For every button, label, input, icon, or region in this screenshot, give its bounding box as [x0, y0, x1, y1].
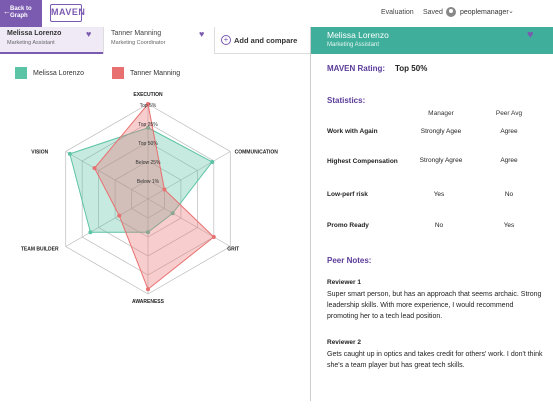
- radar-point: [210, 159, 215, 164]
- radar-level-label: Top 5%: [140, 103, 157, 109]
- stat-peer-value: No: [504, 191, 514, 198]
- radar-point: [162, 187, 167, 192]
- heart-icon[interactable]: ♥: [199, 29, 205, 39]
- reviewer-name: Reviewer 2: [327, 339, 361, 346]
- radar-point: [146, 230, 150, 235]
- radar-point: [211, 235, 216, 239]
- radar-point: [88, 230, 93, 235]
- stat-row-label: Highest Compensation: [327, 158, 398, 165]
- radar-point: [92, 166, 97, 171]
- radar-spoke: [65, 198, 149, 247]
- legend-label-tanner: Tanner Manning: [130, 70, 181, 77]
- radar-spoke: [147, 151, 231, 200]
- compare-person-role: Marketing Coordinator: [111, 40, 166, 46]
- add-and-compare-button[interactable]: Add and compare: [234, 36, 298, 45]
- stat-manager-value: No: [434, 222, 444, 229]
- reviewer-name: Reviewer 1: [327, 279, 361, 286]
- compare-person-name: Tanner Manning: [111, 30, 162, 37]
- profile-role: Marketing Assistant: [327, 42, 380, 48]
- stat-manager-value: Strongly Agee: [420, 128, 462, 135]
- add-circle-icon[interactable]: +: [221, 35, 231, 45]
- stat-manager-value: Strongly Agree: [419, 157, 463, 164]
- heart-icon[interactable]: ♥: [86, 29, 92, 39]
- nav-saved[interactable]: Saved: [423, 9, 443, 16]
- column-header-peer-avg: Peer Avg: [495, 110, 523, 117]
- compare-bar: Melissa Lorenzo Marketing Assistant ♥ Ta…: [0, 27, 310, 54]
- stat-peer-value: Agree: [500, 157, 518, 164]
- radar-point: [67, 151, 72, 156]
- compare-tab-person-2[interactable]: Tanner Manning Marketing Coordinator ♥: [103, 27, 215, 54]
- radar-axis-label: COMMUNICATION: [235, 150, 279, 156]
- radar-level-label: Top 50%: [138, 141, 158, 147]
- radar-axis-label: VISION: [31, 150, 48, 156]
- radar-axis-label: EXECUTION: [133, 92, 163, 98]
- legend-label-melissa: Melissa Lorenzo: [33, 70, 84, 77]
- legend-swatch-melissa: [15, 67, 27, 79]
- radar-series-layer: [67, 102, 216, 292]
- radar-point: [170, 211, 175, 216]
- compare-person-name: Melissa Lorenzo: [7, 30, 62, 37]
- compare-tab-person-1[interactable]: Melissa Lorenzo Marketing Assistant ♥: [0, 27, 103, 54]
- stat-peer-value: Yes: [503, 222, 515, 229]
- user-menu-name[interactable]: peoplemanager: [460, 9, 509, 16]
- maven-rating-value: Top 50%: [395, 64, 428, 73]
- peer-notes-heading: Peer Notes:: [327, 256, 372, 265]
- arrow-left-icon: ←: [3, 7, 11, 16]
- statistics-heading: Statistics:: [327, 96, 366, 105]
- radar-point: [146, 102, 150, 106]
- back-label-line2: Graph: [10, 13, 28, 19]
- profile-header: Melissa Lorenzo Marketing Assistant ♥: [311, 27, 553, 54]
- reviewer-note: Super smart person, but has an approach …: [327, 291, 542, 320]
- maven-rating-label: MAVEN Rating:: [327, 64, 386, 73]
- compare-person-role: Marketing Assistant: [7, 40, 55, 46]
- panel-divider: [310, 27, 311, 401]
- radar-spoke: [65, 151, 149, 200]
- stat-row-label: Low-perf risk: [327, 191, 368, 198]
- column-header-manager: Manager: [428, 110, 454, 117]
- back-label-line1: Back to: [10, 6, 32, 12]
- nav-evaluation[interactable]: Evaluation: [381, 9, 414, 16]
- maven-logo[interactable]: MAVEN: [50, 4, 85, 22]
- reviewer-note: Gets caught up in optics and takes credi…: [327, 351, 543, 369]
- radar-spoke: [147, 198, 231, 247]
- stat-manager-value: Yes: [433, 191, 445, 198]
- back-to-graph-button[interactable]: ← Back to Graph: [0, 0, 42, 27]
- chevron-down-icon[interactable]: ⌄: [508, 8, 514, 15]
- radar-level-label: Top 25%: [138, 122, 158, 128]
- stat-row-label: Promo Ready: [327, 222, 369, 229]
- profile-name: Melissa Lorenzo: [327, 30, 389, 40]
- radar-axis-label: AWARENESS: [132, 299, 165, 305]
- stat-peer-value: Agree: [500, 128, 518, 135]
- radar-level-label: Below 1%: [137, 179, 160, 185]
- radar-axis-labels: Top 5% Top 25% Top 50% Below 25% Below 1% EXE…: [21, 92, 278, 305]
- stat-row-label: Work with Again: [327, 128, 378, 135]
- radar-level-label: Below 25%: [135, 160, 161, 166]
- radar-point: [146, 125, 150, 130]
- user-avatar-icon[interactable]: [446, 7, 456, 17]
- radar-chart: Top 5% Top 25% Top 50% Below 25% Below 1% EXE…: [21, 92, 278, 305]
- radar-point: [117, 213, 122, 218]
- top-bar: ← Back to Graph MAVEN Evaluation Saved p…: [0, 0, 553, 27]
- legend-swatch-tanner: [112, 67, 124, 79]
- radar-axis-label: TEAM BUILDER: [21, 247, 59, 253]
- radar-axis-label: GRIT: [227, 247, 239, 253]
- heart-icon[interactable]: ♥: [527, 29, 534, 41]
- radar-point: [146, 287, 150, 292]
